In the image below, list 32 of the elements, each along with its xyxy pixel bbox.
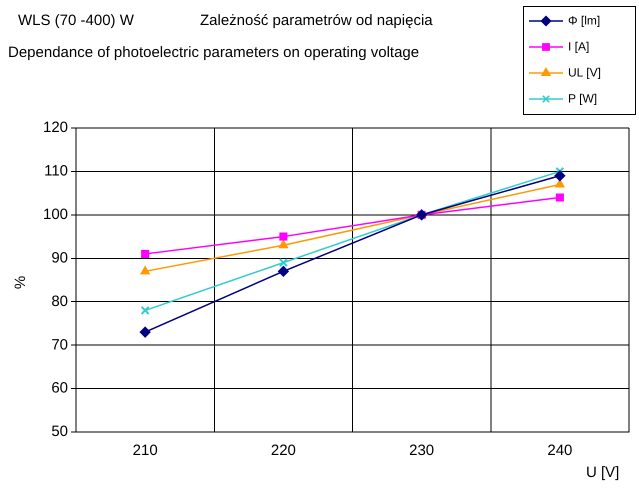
chart-title: WLS (70 -400) W <box>18 12 134 29</box>
x-axis-title: U [V] <box>586 464 620 481</box>
legend-label: Φ [lm] <box>568 13 600 28</box>
point <box>278 240 288 248</box>
point <box>278 266 289 277</box>
y-tick-label: 50 <box>51 423 68 440</box>
point <box>554 170 566 182</box>
y-tick-label: 120 <box>42 119 68 136</box>
x-tick-label: 230 <box>409 442 434 460</box>
y-tick-label: 80 <box>51 292 68 310</box>
y-tick-label: 90 <box>51 249 68 266</box>
point <box>278 258 288 268</box>
x-tick-label: 210 <box>132 442 158 460</box>
legend-label: I [A] <box>568 39 590 54</box>
point <box>556 193 564 202</box>
point <box>140 306 150 315</box>
x-tick-label: 240 <box>547 442 572 460</box>
y-tick-label: 60 <box>51 380 68 397</box>
y-tick-label: 110 <box>44 162 68 180</box>
legend-label: UL [V] <box>568 65 601 80</box>
y-tick-label: 100 <box>42 206 68 223</box>
point <box>279 232 288 241</box>
point <box>140 266 150 274</box>
chart-subtitle: Zależność parametrów od napięcia <box>200 12 433 29</box>
y-tick-label: 70 <box>51 336 68 354</box>
point <box>141 250 150 258</box>
point <box>140 326 151 338</box>
legend-label: P [W] <box>568 91 598 106</box>
point <box>555 178 565 188</box>
x-tick-label: 220 <box>270 442 296 460</box>
text: Dependance of photoelectric parameters on operating voltage <box>8 44 420 61</box>
y-axis-title: % <box>12 276 30 290</box>
